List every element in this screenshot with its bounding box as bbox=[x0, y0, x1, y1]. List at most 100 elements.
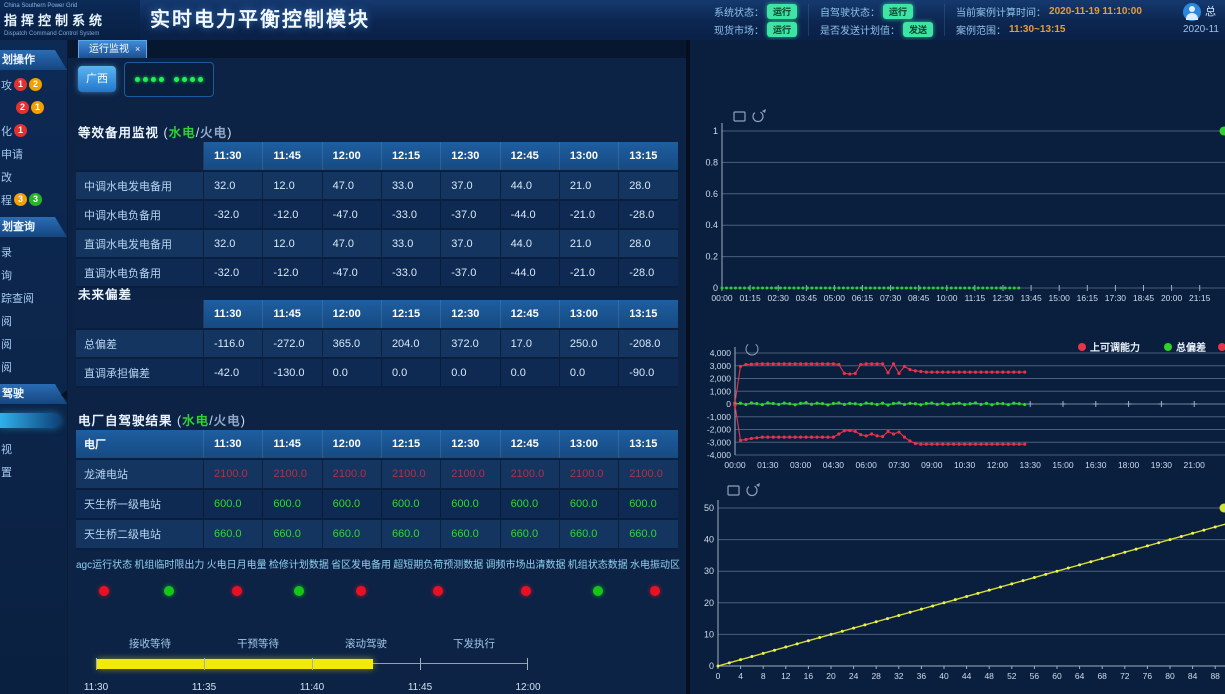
table-value-cell: 47.0 bbox=[321, 171, 382, 200]
table-time-header: 12:00 bbox=[321, 142, 382, 171]
svg-text:20: 20 bbox=[704, 598, 714, 608]
data-status-item: 火电日月电量 bbox=[207, 556, 267, 596]
table-value-cell: -21.0 bbox=[558, 258, 619, 287]
sidebar-section-header[interactable]: 划查询 bbox=[0, 217, 67, 237]
svg-text:20: 20 bbox=[826, 671, 836, 681]
svg-text:60: 60 bbox=[1052, 671, 1062, 681]
svg-text:0: 0 bbox=[716, 671, 721, 681]
chart-refresh-icon[interactable] bbox=[752, 109, 766, 123]
table-value-cell: -12.0 bbox=[262, 200, 323, 229]
svg-text:4,000: 4,000 bbox=[710, 348, 732, 358]
svg-text:50: 50 bbox=[704, 503, 714, 513]
svg-text:06:15: 06:15 bbox=[852, 293, 874, 303]
data-status-label: 火电日月电量 bbox=[206, 560, 267, 571]
header-status-group: 系统状态： 运行 现货市场： 运行 bbox=[703, 3, 808, 37]
svg-text:18:00: 18:00 bbox=[1118, 460, 1140, 470]
table-row: 直调水电负备用 -32.0 -12.0 -47.0 -33.0 -37.0 -44.0 -21… bbox=[76, 258, 678, 287]
sidebar-item[interactable]: 询 bbox=[0, 263, 67, 286]
header-status-row: 自驾驶状态： 运行 bbox=[820, 3, 933, 19]
sidebar-item[interactable]: 阅 bbox=[0, 332, 67, 355]
table-value-cell: 250.0 bbox=[558, 329, 619, 358]
tab-close-icon[interactable]: × bbox=[135, 44, 141, 54]
data-status-label: 超短期负荷预测数据 bbox=[393, 560, 484, 571]
sidebar-item[interactable]: 视 bbox=[0, 437, 67, 460]
table-time-header: 12:15 bbox=[380, 300, 441, 329]
table-row-label: 天生桥一级电站 bbox=[76, 489, 204, 519]
table-value-cell: 12.0 bbox=[262, 229, 323, 258]
table-time-header: 12:15 bbox=[380, 430, 441, 459]
sidebar-section-header[interactable]: 驾驶 bbox=[0, 384, 67, 404]
table-value-cell: 0.0 bbox=[380, 358, 441, 387]
data-status-label: 水电振动区 bbox=[630, 560, 680, 571]
sidebar-item[interactable] bbox=[0, 413, 61, 428]
chart-refresh-icon[interactable] bbox=[745, 342, 759, 356]
pipeline-tick-label: 11:35 bbox=[191, 682, 217, 693]
svg-text:32: 32 bbox=[894, 671, 904, 681]
svg-text:88: 88 bbox=[1210, 671, 1220, 681]
table-value-cell: 33.0 bbox=[380, 171, 441, 200]
data-status-item: 超短期负荷预测数据 bbox=[393, 556, 483, 596]
sidebar-item-label: 程 bbox=[1, 194, 12, 207]
table-value-cell: -90.0 bbox=[618, 358, 678, 387]
pipeline-tick-label: 11:30 bbox=[83, 682, 109, 693]
main-panel: 广西 等效备用监视 (水电/火电) 11:30 11:45 12:00 12:15 12… bbox=[68, 58, 686, 694]
table-corner-cell bbox=[76, 142, 204, 171]
table-row-label: 龙滩电站 bbox=[76, 459, 204, 489]
sidebar-item[interactable]: 阅 bbox=[0, 309, 67, 332]
pipeline-progress-fill bbox=[97, 659, 374, 669]
table-value-cell: 21.0 bbox=[558, 171, 619, 200]
sidebar-item[interactable]: 置 bbox=[0, 460, 67, 483]
table-value-cell: 204.0 bbox=[380, 329, 441, 358]
sidebar-item[interactable]: 录 bbox=[0, 240, 67, 263]
table-value-cell: 600.0 bbox=[499, 489, 560, 519]
sidebar-item[interactable]: 踪查阅 bbox=[0, 286, 67, 309]
legend-hydro: 水电 bbox=[168, 126, 196, 140]
table-value-cell: -12.0 bbox=[262, 258, 323, 287]
sidebar-badge-yellow: 3 bbox=[14, 193, 27, 206]
pipeline-tick-label: 11:45 bbox=[407, 682, 433, 693]
logo-sub-text: Dispatch Command Control System bbox=[4, 31, 100, 37]
sidebar-section-header[interactable]: 划操作 bbox=[0, 50, 67, 70]
legend-thermal: 火电 bbox=[200, 126, 228, 140]
sidebar-item[interactable]: 改 bbox=[0, 165, 67, 188]
sidebar-item-label: 询 bbox=[1, 269, 12, 282]
sidebar-item[interactable]: 申请 bbox=[0, 142, 67, 165]
sidebar-collapse-arrow-icon[interactable] bbox=[61, 390, 67, 400]
header-status-group: 当前案例计算时间： 2020-11-19 11:10:00 案例范围： 11:30~1… bbox=[944, 4, 1153, 37]
sidebar-item[interactable]: 阅 bbox=[0, 355, 67, 378]
pipeline-bar[interactable] bbox=[96, 658, 528, 670]
user-info[interactable]: 总 2020-11 bbox=[1183, 3, 1219, 35]
table-time-header: 13:00 bbox=[558, 300, 619, 329]
table-value-cell: 2100.0 bbox=[380, 459, 441, 489]
sidebar-item-label: 阅 bbox=[1, 338, 12, 351]
status-dot-green bbox=[164, 586, 175, 596]
sidebar-badge-green: 3 bbox=[29, 193, 42, 206]
table-value-cell: -28.0 bbox=[618, 200, 678, 229]
status-badge: 运行 bbox=[883, 3, 914, 19]
chart-refresh-icon[interactable] bbox=[746, 483, 760, 497]
svg-text:-1,000: -1,000 bbox=[707, 412, 731, 422]
table-value-cell: 2100.0 bbox=[558, 459, 619, 489]
pipeline-divider bbox=[312, 658, 313, 670]
user-name: 总 bbox=[1205, 6, 1216, 18]
svg-text:07:30: 07:30 bbox=[880, 293, 902, 303]
chart-export-icon[interactable] bbox=[727, 485, 740, 496]
svg-text:10:00: 10:00 bbox=[936, 293, 958, 303]
logo-top-text: China Southern Power Grid bbox=[4, 3, 78, 9]
svg-text:01:30: 01:30 bbox=[757, 460, 779, 470]
table-row-label: 直调水电负备用 bbox=[76, 258, 204, 287]
tab-run-monitor[interactable]: 运行监视 × bbox=[78, 40, 148, 58]
sidebar: 划操作攻 1 2 2 1 化 1 申请改程 3 3 划查询录询踪查阅阅阅阅驾驶视置 bbox=[0, 40, 68, 694]
svg-text:12: 12 bbox=[781, 671, 791, 681]
svg-text:20:00: 20:00 bbox=[1161, 293, 1183, 303]
svg-text:19:30: 19:30 bbox=[1151, 460, 1173, 470]
region-button-guangxi[interactable]: 广西 bbox=[78, 66, 116, 92]
table-row: 龙滩电站 2100.0 2100.0 2100.0 2100.0 2100.0 2100.0… bbox=[76, 459, 678, 489]
chart-export-icon[interactable] bbox=[733, 111, 746, 122]
header-status-row: 现货市场： 运行 bbox=[714, 21, 798, 37]
svg-text:-2,000: -2,000 bbox=[707, 425, 731, 435]
